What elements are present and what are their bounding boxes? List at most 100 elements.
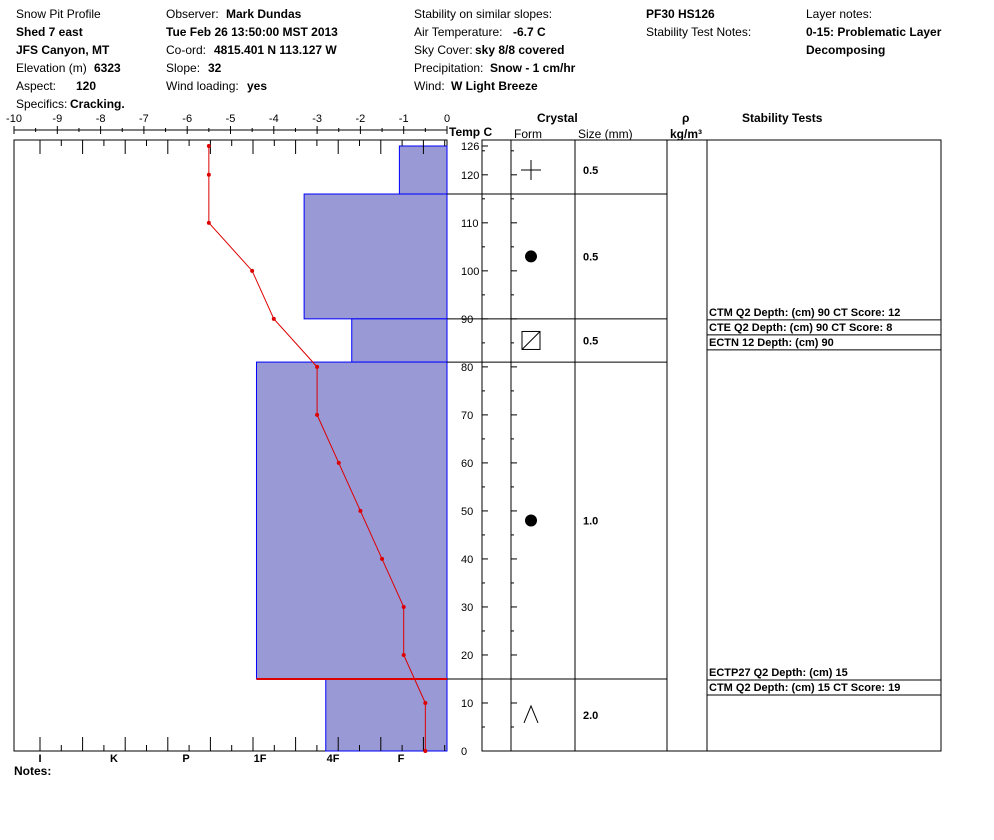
density-unit: kg/m³ [670, 127, 703, 141]
grain-size-value: 0.5 [583, 251, 598, 263]
height-tick-label: 0 [461, 746, 467, 758]
temp-tick-label: -2 [356, 113, 366, 125]
grain-size-value: 0.5 [583, 335, 598, 347]
aspect-label: Aspect: [16, 79, 57, 93]
specifics-label: Specifics: [16, 97, 68, 111]
elevation-label: Elevation (m) [16, 61, 87, 75]
temperature-point [401, 604, 406, 609]
observer-value: Mark Dundas [226, 7, 302, 21]
height-tick-label: 20 [461, 650, 473, 662]
temperature-point [206, 144, 211, 148]
height-tick-label: 40 [461, 554, 473, 566]
notes-label: Notes: [14, 764, 52, 778]
grain-size-value: 0.5 [583, 165, 598, 177]
faceted-crystal-symbol [521, 330, 541, 350]
wind-value: W Light Breeze [451, 79, 538, 93]
hardness-label-4f: 4F [327, 753, 340, 765]
temp-tick-label: -1 [399, 113, 409, 125]
temp-tick-label: -10 [6, 113, 22, 125]
size-header: Size (mm) [578, 127, 633, 141]
stability-test-result: CTM Q2 Depth: (cm) 15 CT Score: 19 [709, 682, 900, 694]
stability-notes-label: Stability Test Notes: [646, 25, 752, 39]
stability-test-result: CTE Q2 Depth: (cm) 90 CT Score: 8 [709, 322, 892, 334]
stability-test-result: CTM Q2 Depth: (cm) 90 CT Score: 12 [709, 307, 900, 319]
crystal-header: Crystal [537, 111, 578, 125]
location-name: Shed 7 east [16, 25, 83, 39]
density-symbol: ρ [682, 111, 690, 125]
precip-label: Precipitation: [414, 61, 484, 75]
observer-label: Observer: [166, 7, 219, 21]
height-tick-label: 100 [461, 266, 479, 278]
temp-tick-label: -9 [52, 113, 62, 125]
hardness-label-k: K [110, 753, 118, 765]
hardness-label-i: I [38, 753, 41, 765]
specifics-value: Cracking. [70, 97, 125, 111]
stability-test-result: ECTP27 Q2 Depth: (cm) 15 [709, 667, 848, 679]
height-tick-label: 90 [461, 314, 473, 326]
grain-size-value: 1.0 [583, 516, 598, 528]
temperature-profile-line [208, 146, 426, 751]
temp-tick-label: 0 [444, 113, 450, 125]
aspect-value: 120 [76, 79, 97, 93]
height-tick-label: 10 [461, 698, 473, 710]
height-max-label: 126 [461, 141, 479, 153]
height-tick-label: 70 [461, 410, 473, 422]
layer-notes-line-1: 0-15: Problematic Layer [806, 25, 942, 39]
wind-loading-value: yes [247, 79, 268, 93]
hardness-label-f: F [398, 753, 405, 765]
temp-tick-label: -5 [226, 113, 236, 125]
height-tick-label: 50 [461, 506, 473, 518]
temp-axis-title: Temp C [449, 125, 493, 139]
grain-size-value: 2.0 [583, 710, 598, 722]
temp-tick-label: -8 [96, 113, 106, 125]
rounded-grain-symbol [525, 514, 537, 527]
temperature-point [250, 268, 255, 273]
temperature-point [401, 652, 406, 657]
stability-test-result: ECTN 12 Depth: (cm) 90 [709, 337, 834, 349]
temp-tick-label: -4 [269, 113, 279, 125]
stability-tests-header: Stability Tests [742, 111, 823, 125]
height-tick-label: 60 [461, 458, 473, 470]
elevation-value: 6323 [94, 61, 121, 75]
layer-notes-label: Layer notes: [806, 7, 873, 21]
hardness-bar [303, 193, 448, 320]
hardness-bar [325, 678, 448, 752]
height-tick-label: 80 [461, 362, 473, 374]
coord-label: Co-ord: [166, 43, 207, 57]
hardness-bar [255, 361, 448, 680]
pf-hs-value: PF30 HS126 [646, 7, 715, 21]
height-tick-label: 110 [461, 218, 479, 230]
form-header: Form [514, 127, 542, 141]
temperature-point [380, 556, 385, 561]
layer-notes-line-2: Decomposing [806, 43, 886, 57]
faceted-crystal-symbol [521, 331, 541, 350]
hardness-label-1f: 1F [254, 753, 267, 765]
sky-cover-label: Sky Cover: [414, 43, 473, 57]
slope-value: 32 [208, 61, 222, 75]
slope-label: Slope: [166, 61, 201, 75]
temperature-point [315, 412, 320, 417]
wind-loading-label: Wind loading: [166, 79, 239, 93]
page-title: Snow Pit Profile [16, 7, 101, 21]
depth-hoar-symbol [523, 704, 539, 724]
temperature-point [358, 508, 363, 513]
temp-tick-label: -7 [139, 113, 149, 125]
height-tick-label: 30 [461, 602, 473, 614]
temperature-point [271, 316, 276, 321]
stability-similar-label: Stability on similar slopes: [414, 7, 553, 21]
air-temp-value: -6.7 C [513, 25, 546, 39]
sky-cover-value: sky 8/8 covered [475, 43, 565, 57]
temperature-point [315, 364, 320, 369]
temp-tick-label: -3 [312, 113, 322, 125]
rounded-grain-symbol [525, 250, 537, 263]
precip-value: Snow - 1 cm/hr [490, 61, 576, 75]
temperature-point [206, 172, 211, 177]
hardness-label-p: P [182, 753, 189, 765]
temperature-point [336, 460, 341, 465]
area-name: JFS Canyon, MT [16, 43, 110, 57]
temperature-point [423, 749, 428, 753]
temperature-point [206, 220, 211, 225]
temp-tick-label: -6 [182, 113, 192, 125]
hardness-bar [351, 318, 448, 363]
